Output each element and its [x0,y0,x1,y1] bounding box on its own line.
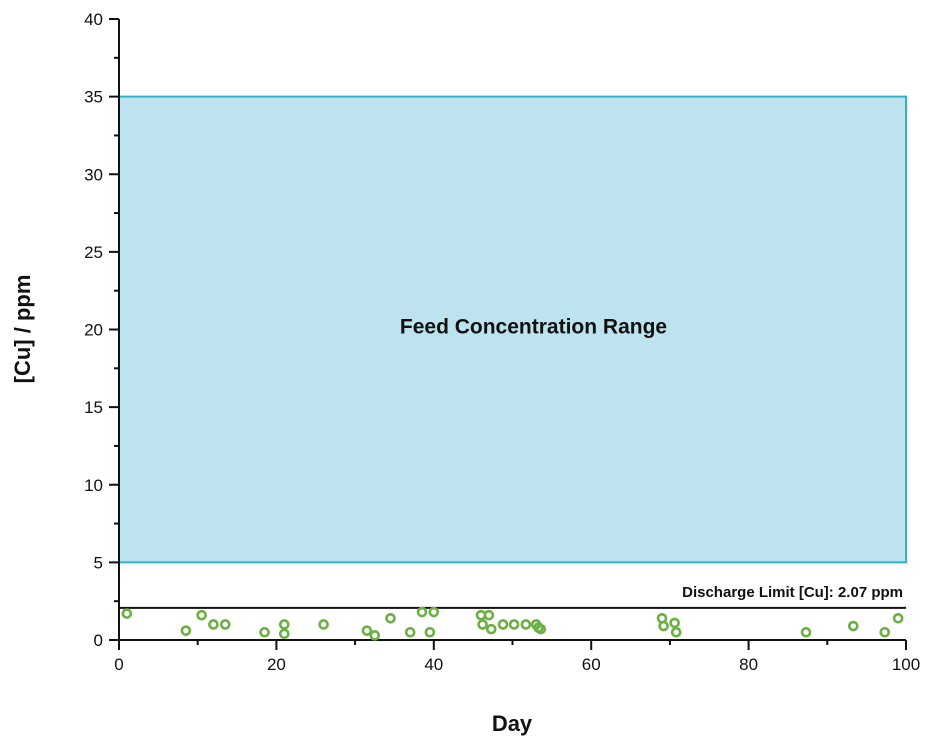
data-point [259,626,270,638]
y-tick-label: 40 [84,10,103,29]
x-tick-label: 40 [424,655,443,674]
y-tick-label: 20 [84,321,103,340]
x-tick-label: 100 [892,655,920,674]
data-point [658,620,669,632]
data-point [416,606,428,618]
data-point [278,619,290,630]
x-tick-label: 80 [739,655,758,674]
y-axis-label: [Cu] / ppm [10,275,35,384]
data-point [121,608,133,619]
data-point [535,623,547,635]
data-point [508,619,520,630]
feed-range-box [118,95,907,564]
x-tick-label: 60 [582,655,601,674]
data-point [208,619,219,630]
discharge-limit-label: Discharge Limit [Cu]: 2.07 ppm [682,584,903,601]
x-tick-label: 0 [114,655,123,674]
data-point [219,619,231,630]
data-point [847,620,859,632]
data-point [361,625,373,636]
data-point [428,606,440,618]
x-tick-label: 20 [267,655,286,674]
data-point [477,619,488,630]
y-tick-label: 0 [94,631,103,650]
data-point [800,626,812,638]
data-point [497,619,509,630]
data-point [385,612,396,624]
data-point [669,617,680,629]
data-point [485,623,497,635]
y-tick-label: 5 [94,553,103,572]
plot-area: Feed Concentration Range Discharge Limit … [84,10,920,674]
data-point [670,626,682,638]
data-point [318,619,329,630]
x-axis-label: Day [492,711,533,736]
data-point [278,628,290,640]
data-point [879,626,891,638]
feed-range-label: Feed Concentration Range [400,316,667,339]
y-tick-label: 35 [84,88,103,107]
data-point [892,612,904,624]
data-point [483,609,495,621]
data-point [520,619,532,630]
y-tick-label: 15 [84,398,103,417]
data-point [196,609,207,621]
y-tick-label: 30 [84,165,103,184]
y-tick-label: 25 [84,243,103,262]
data-point [404,626,416,638]
data-point [424,626,436,638]
data-point [180,625,192,636]
data-point [369,630,381,641]
y-tick-label: 10 [84,476,103,495]
